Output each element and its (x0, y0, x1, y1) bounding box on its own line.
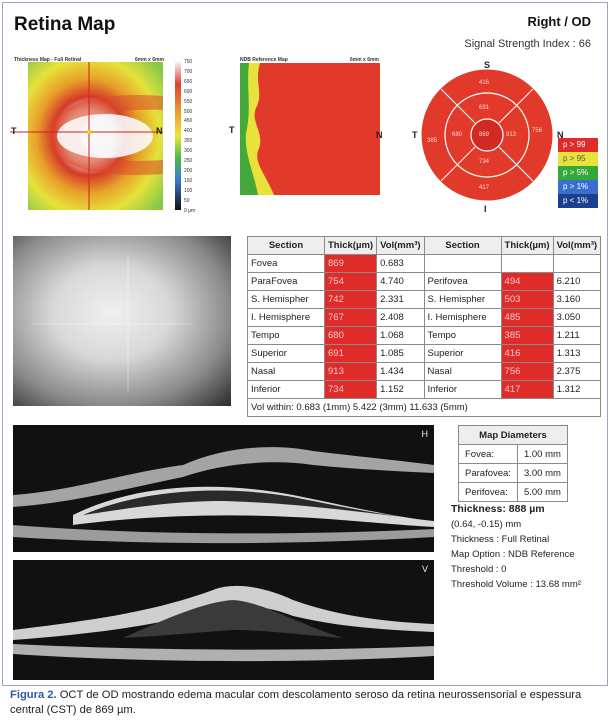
etdrs-grid (420, 68, 554, 202)
etdrs-inner-sup-value: 691 (479, 105, 490, 111)
etdrs-t-label: T (412, 130, 418, 140)
etdrs-inner-inf-value: 734 (479, 159, 490, 165)
thickness-map-label: Thickness Map - Full Retinal (14, 57, 82, 63)
thickness-scale-ticks: 750 700 650 600 550 500 450 400 350 300 250 20… (184, 59, 196, 214)
coords-readout: (0.64, -0.15) mm (451, 519, 522, 530)
thickness-readout: Thickness: 888 µm (451, 503, 545, 515)
table-row: Inferior 734 1.152 Inferior 417 1.312 (247, 380, 602, 399)
etdrs-inner-nasal-value: 913 (506, 132, 517, 138)
eye-label: Right / OD (527, 14, 591, 29)
oct-h-marker: H (421, 429, 429, 439)
table-row: S. Hemispher 742 2.331 S. Hemispher 503 3.16… (247, 290, 602, 309)
table-row: Tempo 680 1.068 Tempo 385 1.211 (247, 326, 602, 345)
table-row: ParaFovea 754 4.740 Perifovea 494 6.210 (247, 272, 602, 291)
etdrs-outer-sup-value: 416 (479, 80, 490, 86)
caption-text: OCT de OD mostrando edema macular com de… (10, 689, 582, 716)
legend-p99: p > 99 (558, 138, 598, 152)
threshold: Threshold : 0 (451, 564, 507, 575)
table-row: Fovea: 1.00 mm (458, 444, 568, 464)
map-option: Map Option : NDB Reference (451, 549, 575, 560)
figure-caption: Figura 2. OCT de OD mostrando edema macu… (10, 688, 600, 718)
ndb-map-label: NDB Reference Map (240, 57, 288, 63)
vol-within-row: Vol within: 0.683 (1mm) 5.422 (3mm) 11.6… (246, 398, 602, 417)
threshold-volume: Threshold Volume : 13.68 mm² (451, 579, 581, 590)
oct-v-marker: V (421, 564, 428, 574)
thickness-t-label: T (11, 126, 17, 136)
oct-horizontal-scan: H (13, 425, 434, 552)
etdrs-n-label: N (557, 130, 564, 140)
page-title: Retina Map (14, 14, 116, 35)
legend-plt1: p < 1% (558, 194, 598, 208)
etdrs-s-label: S (484, 60, 491, 70)
table-row: Perifovea: 5.00 mm (458, 482, 568, 502)
table-row: I. Hemisphere 767 2.408 I. Hemisphere 485 3.… (247, 308, 602, 327)
ndb-t-label: T (229, 125, 235, 135)
etdrs-outer-inf-value: 417 (479, 185, 490, 191)
map-diameters-title: Map Diameters (458, 425, 568, 445)
ndb-reference-map (240, 63, 380, 195)
etdrs-center-value: 869 (479, 132, 490, 138)
table-header-row: Section Thick(µm) Vol(mm³) Section Thick… (247, 236, 602, 255)
thickness-map-size: 6mm x 6mm (135, 57, 164, 63)
table-row: Superior 691 1.085 Superior 416 1.313 (247, 344, 602, 363)
table-row: Fovea 869 0.683 (247, 254, 602, 273)
legend-p95: p > 95 (558, 152, 598, 166)
map-diameters-table: Map Diameters Fovea: 1.00 mm Parafovea: 3.… (458, 425, 568, 502)
thickness-map (10, 62, 181, 210)
thickness-type: Thickness : Full Retinal (451, 534, 550, 545)
etdrs-inner-temp-value: 680 (452, 132, 463, 138)
caption-label: Figura 2. (10, 689, 57, 701)
etdrs-i-label: I (484, 204, 487, 214)
scan-info: Thickness: 888 µm (0.64, -0.15) mm Thick… (451, 502, 601, 592)
signal-strength: Signal Strength Index : 66 (464, 38, 591, 50)
significance-legend: p > 99 p > 95 p > 5% p > 1% p < 1% (558, 138, 598, 208)
ndb-map-size: 6mm x 6mm (350, 57, 379, 63)
etdrs-outer-nasal-value: 756 (532, 128, 543, 134)
fundus-image (13, 236, 231, 406)
etdrs-outer-temp-value: 385 (427, 138, 438, 144)
thickness-n-label: N (156, 126, 163, 136)
oct-vertical-scan: V (13, 560, 434, 680)
table-row: Parafovea: 3.00 mm (458, 463, 568, 483)
legend-p5: p > 5% (558, 166, 598, 180)
thickness-volume-table: Section Thick(µm) Vol(mm³) Section Thick… (246, 236, 602, 417)
table-row: Nasal 913 1.434 Nasal 756 2.375 (247, 362, 602, 381)
ndb-n-label: N (376, 130, 383, 140)
legend-p1: p > 1% (558, 180, 598, 194)
